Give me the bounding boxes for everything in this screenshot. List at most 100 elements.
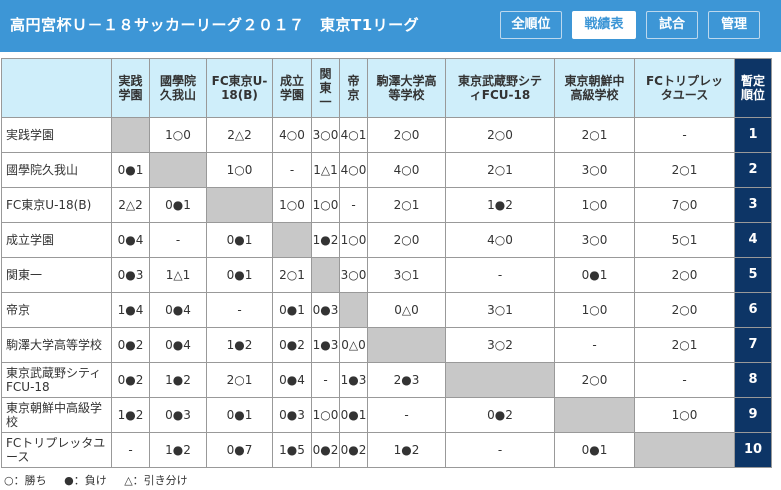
team-name: 関東一: [1, 257, 112, 293]
result-cell: 2○0: [634, 257, 735, 293]
result-cell: 2○1: [367, 187, 446, 223]
result-cell: -: [634, 117, 735, 153]
all-rankings-button[interactable]: 全順位: [500, 11, 562, 39]
result-cell: 1○0: [272, 187, 312, 223]
result-cell: 0●1: [272, 292, 312, 328]
result-cell: 2○1: [272, 257, 312, 293]
result-cell: 2○1: [554, 117, 635, 153]
team-name: 東京武蔵野シティFCU-18: [1, 362, 112, 398]
result-cell: 1○0: [206, 152, 273, 188]
result-cell: 1△1: [311, 152, 340, 188]
result-cell: -: [206, 292, 273, 328]
table-row: 國學院久我山 0●1 1○0-1△1 4○0 4○0 2○1 3○0 2○1 2: [1, 152, 772, 188]
rank-column-header: 暫定 順位: [734, 58, 772, 118]
team-name: 駒澤大学高等学校: [1, 327, 112, 363]
result-cell: -: [339, 187, 368, 223]
legend-draw: △：引き分け: [124, 474, 188, 487]
result-cell: 0●3: [311, 292, 340, 328]
table-row: FC東京U-18(B) 2△2 0●1 1○0 1○0-2○1 1●2 1○0 7○0 3: [1, 187, 772, 223]
legend-loss: ●：負け: [64, 474, 107, 487]
column-header: 東京朝鮮中 高級学校: [554, 58, 635, 118]
result-cell: 1●2: [367, 432, 446, 468]
result-cell: 0●2: [272, 327, 312, 363]
result-cell: 4○0: [445, 222, 555, 258]
result-cell: 3○2: [445, 327, 555, 363]
result-cell: 3○1: [367, 257, 446, 293]
result-cell: 2○0: [554, 362, 635, 398]
result-cell: 7○0: [634, 187, 735, 223]
result-cell: 0●1: [554, 432, 635, 468]
result-cell: 2○1: [634, 152, 735, 188]
result-cell: 1●2: [445, 187, 555, 223]
self-match-cell: [445, 362, 555, 398]
self-match-cell: [339, 292, 368, 328]
result-cell: 3○0: [339, 257, 368, 293]
result-cell: 0●1: [206, 222, 273, 258]
table-row: 実践学園 1○0 2△2 4○0 3○0 4○1 2○0 2○0 2○1-1: [1, 117, 772, 153]
result-cell: 1○0: [311, 397, 340, 433]
legend: ○：勝ち ●：負け △：引き分け: [4, 472, 202, 488]
table-row: 成立学園 0●4-0●1 1●2 1○0 2○0 4○0 3○0 5○1 4: [1, 222, 772, 258]
result-cell: -: [367, 397, 446, 433]
self-match-cell: [206, 187, 273, 223]
result-cell: 1○0: [554, 187, 635, 223]
result-cell: 0●7: [206, 432, 273, 468]
result-cell: 1●2: [111, 397, 150, 433]
result-cell: 4○0: [339, 152, 368, 188]
result-cell: 1●2: [149, 362, 207, 398]
result-cell: 1○0: [149, 117, 207, 153]
table-corner: [1, 58, 112, 118]
result-cell: 4○0: [272, 117, 312, 153]
result-cell: 0●4: [272, 362, 312, 398]
result-cell: 1○0: [554, 292, 635, 328]
result-cell: 0●1: [554, 257, 635, 293]
result-cell: -: [272, 152, 312, 188]
result-cell: 1●2: [206, 327, 273, 363]
table-row: 東京武蔵野シティFCU-18 0●2 1●2 2○1 0●4-1●3 2●3 2○0-8: [1, 362, 772, 398]
result-cell: -: [554, 327, 635, 363]
result-cell: 1●2: [311, 222, 340, 258]
result-cell: 2●3: [367, 362, 446, 398]
result-cell: 1●3: [339, 362, 368, 398]
result-cell: 2○0: [367, 117, 446, 153]
admin-button[interactable]: 管理: [708, 11, 760, 39]
rank-cell: 3: [734, 187, 772, 223]
result-cell: 1●5: [272, 432, 312, 468]
self-match-cell: [311, 257, 340, 293]
result-cell: 0●1: [149, 187, 207, 223]
rank-cell: 6: [734, 292, 772, 328]
result-cell: 2○0: [634, 292, 735, 328]
results-table-button[interactable]: 戦績表: [572, 11, 636, 39]
page-title: 高円宮杯Ｕ－１８サッカーリーグ２０１７ 東京T1リーグ: [10, 16, 420, 34]
result-cell: 2○1: [634, 327, 735, 363]
column-header: 國學院 久我山: [149, 58, 207, 118]
column-header: FCトリプレッ タユース: [634, 58, 735, 118]
team-name: 國學院久我山: [1, 152, 112, 188]
column-header: 東京武蔵野シテ ィFCU-18: [445, 58, 555, 118]
self-match-cell: [634, 432, 735, 468]
result-cell: -: [445, 432, 555, 468]
result-cell: 0△0: [367, 292, 446, 328]
result-cell: 3○0: [311, 117, 340, 153]
column-header: 駒澤大学高 等学校: [367, 58, 446, 118]
result-cell: 0●4: [149, 292, 207, 328]
team-name: FC東京U-18(B): [1, 187, 112, 223]
column-header: 成立 学園: [272, 58, 312, 118]
matches-button[interactable]: 試合: [646, 11, 698, 39]
table-row: FCトリプレッタユース -1●2 0●7 1●5 0●2 0●2 1●2-0●1 10: [1, 432, 772, 468]
result-cell: 3○0: [554, 222, 635, 258]
result-cell: 1●2: [149, 432, 207, 468]
result-cell: 0●2: [445, 397, 555, 433]
result-cell: 0●1: [339, 397, 368, 433]
rank-cell: 7: [734, 327, 772, 363]
team-name: FCトリプレッタユース: [1, 432, 112, 468]
result-cell: 1△1: [149, 257, 207, 293]
result-cell: 0●3: [149, 397, 207, 433]
team-name: 東京朝鮮中高級学校: [1, 397, 112, 433]
result-cell: 0●1: [111, 152, 150, 188]
team-name: 成立学園: [1, 222, 112, 258]
result-cell: 0●4: [111, 222, 150, 258]
app-header: 高円宮杯Ｕ－１８サッカーリーグ２０１７ 東京T1リーグ 全順位 戦績表 試合 管…: [0, 0, 781, 52]
rank-cell: 5: [734, 257, 772, 293]
column-header: 関東一: [311, 58, 340, 118]
